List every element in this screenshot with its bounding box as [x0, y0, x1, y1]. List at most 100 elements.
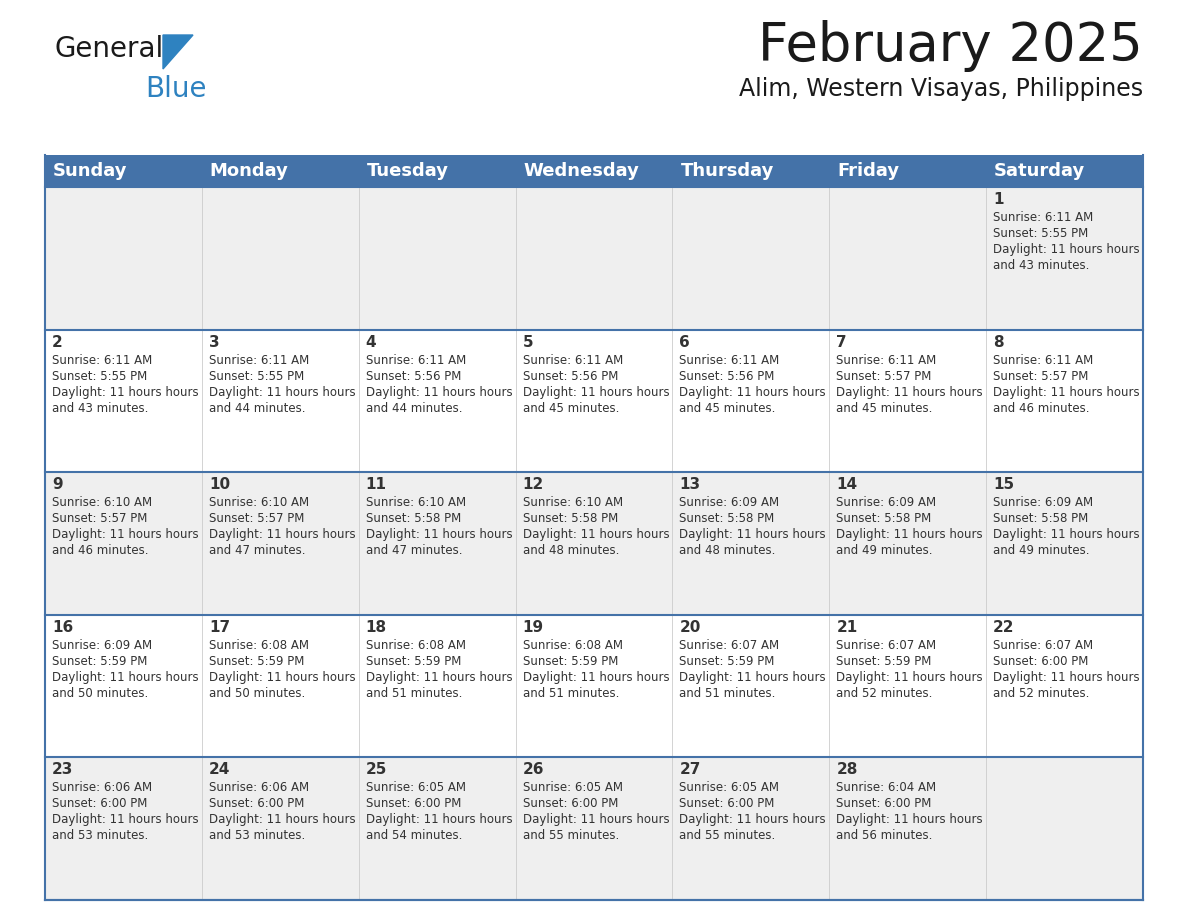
Text: Sunrise: 6:06 AM: Sunrise: 6:06 AM — [209, 781, 309, 794]
Text: 18: 18 — [366, 620, 387, 635]
Text: Daylight: 11 hours hours: Daylight: 11 hours hours — [680, 528, 826, 542]
Text: Daylight: 11 hours hours: Daylight: 11 hours hours — [523, 386, 669, 398]
Text: Sunset: 5:59 PM: Sunset: 5:59 PM — [523, 655, 618, 667]
Text: and 52 minutes.: and 52 minutes. — [836, 687, 933, 700]
Text: 15: 15 — [993, 477, 1015, 492]
Bar — [829, 155, 986, 187]
Text: Daylight: 11 hours hours: Daylight: 11 hours hours — [523, 528, 669, 542]
Text: 9: 9 — [52, 477, 63, 492]
Text: 27: 27 — [680, 763, 701, 778]
Bar — [45, 615, 1143, 757]
Text: Sunrise: 6:05 AM: Sunrise: 6:05 AM — [366, 781, 466, 794]
Text: Friday: Friday — [838, 162, 899, 180]
Text: Sunset: 5:59 PM: Sunset: 5:59 PM — [52, 655, 147, 667]
Text: and 45 minutes.: and 45 minutes. — [836, 401, 933, 415]
Text: 25: 25 — [366, 763, 387, 778]
Text: 13: 13 — [680, 477, 701, 492]
Text: Sunrise: 6:11 AM: Sunrise: 6:11 AM — [680, 353, 779, 366]
Text: and 50 minutes.: and 50 minutes. — [52, 687, 148, 700]
Text: Sunset: 5:59 PM: Sunset: 5:59 PM — [680, 655, 775, 667]
Text: Sunrise: 6:10 AM: Sunrise: 6:10 AM — [523, 497, 623, 509]
Text: 26: 26 — [523, 763, 544, 778]
Text: 5: 5 — [523, 334, 533, 350]
Text: Tuesday: Tuesday — [367, 162, 449, 180]
Text: Daylight: 11 hours hours: Daylight: 11 hours hours — [993, 386, 1139, 398]
Bar — [359, 155, 516, 187]
Text: Sunset: 5:58 PM: Sunset: 5:58 PM — [993, 512, 1088, 525]
Text: Sunrise: 6:09 AM: Sunrise: 6:09 AM — [836, 497, 936, 509]
Text: Daylight: 11 hours hours: Daylight: 11 hours hours — [836, 671, 982, 684]
Text: Daylight: 11 hours hours: Daylight: 11 hours hours — [209, 671, 355, 684]
Text: General: General — [55, 35, 164, 63]
Text: and 47 minutes.: and 47 minutes. — [209, 544, 305, 557]
Text: 21: 21 — [836, 620, 858, 635]
Text: Thursday: Thursday — [681, 162, 773, 180]
Text: Monday: Monday — [210, 162, 289, 180]
Text: Daylight: 11 hours hours: Daylight: 11 hours hours — [209, 528, 355, 542]
Text: Sunset: 5:55 PM: Sunset: 5:55 PM — [209, 370, 304, 383]
Text: Wednesday: Wednesday — [524, 162, 639, 180]
Text: Sunrise: 6:11 AM: Sunrise: 6:11 AM — [209, 353, 309, 366]
Text: Sunset: 6:00 PM: Sunset: 6:00 PM — [523, 798, 618, 811]
Text: Sunrise: 6:09 AM: Sunrise: 6:09 AM — [52, 639, 152, 652]
Text: and 45 minutes.: and 45 minutes. — [523, 401, 619, 415]
Bar — [45, 472, 1143, 615]
Text: 10: 10 — [209, 477, 230, 492]
Text: and 44 minutes.: and 44 minutes. — [366, 401, 462, 415]
Text: Sunset: 5:59 PM: Sunset: 5:59 PM — [836, 655, 931, 667]
Text: Sunrise: 6:05 AM: Sunrise: 6:05 AM — [523, 781, 623, 794]
Text: Daylight: 11 hours hours: Daylight: 11 hours hours — [209, 386, 355, 398]
Text: Daylight: 11 hours hours: Daylight: 11 hours hours — [52, 528, 198, 542]
Text: and 48 minutes.: and 48 minutes. — [680, 544, 776, 557]
Text: and 56 minutes.: and 56 minutes. — [836, 829, 933, 843]
Text: Sunset: 6:00 PM: Sunset: 6:00 PM — [209, 798, 304, 811]
Text: Daylight: 11 hours hours: Daylight: 11 hours hours — [836, 528, 982, 542]
Text: Sunrise: 6:05 AM: Sunrise: 6:05 AM — [680, 781, 779, 794]
Text: Sunrise: 6:11 AM: Sunrise: 6:11 AM — [993, 353, 1093, 366]
Bar — [45, 187, 1143, 330]
Bar — [45, 330, 1143, 472]
Text: Daylight: 11 hours hours: Daylight: 11 hours hours — [680, 386, 826, 398]
Text: Sunset: 5:57 PM: Sunset: 5:57 PM — [209, 512, 304, 525]
Bar — [672, 155, 829, 187]
Text: Sunrise: 6:11 AM: Sunrise: 6:11 AM — [366, 353, 466, 366]
Text: Daylight: 11 hours hours: Daylight: 11 hours hours — [836, 813, 982, 826]
Text: Daylight: 11 hours hours: Daylight: 11 hours hours — [680, 671, 826, 684]
Text: 7: 7 — [836, 334, 847, 350]
Text: 14: 14 — [836, 477, 858, 492]
Text: and 47 minutes.: and 47 minutes. — [366, 544, 462, 557]
Text: 11: 11 — [366, 477, 387, 492]
Text: Daylight: 11 hours hours: Daylight: 11 hours hours — [366, 671, 512, 684]
Text: and 55 minutes.: and 55 minutes. — [523, 829, 619, 843]
Text: Sunrise: 6:09 AM: Sunrise: 6:09 AM — [993, 497, 1093, 509]
Text: Sunset: 6:00 PM: Sunset: 6:00 PM — [52, 798, 147, 811]
Text: Sunset: 5:58 PM: Sunset: 5:58 PM — [523, 512, 618, 525]
Text: 3: 3 — [209, 334, 220, 350]
Text: Sunrise: 6:11 AM: Sunrise: 6:11 AM — [836, 353, 936, 366]
Text: Sunrise: 6:11 AM: Sunrise: 6:11 AM — [993, 211, 1093, 224]
Text: and 55 minutes.: and 55 minutes. — [680, 829, 776, 843]
Bar — [516, 155, 672, 187]
Text: and 44 minutes.: and 44 minutes. — [209, 401, 305, 415]
Text: 17: 17 — [209, 620, 230, 635]
Text: and 53 minutes.: and 53 minutes. — [209, 829, 305, 843]
Text: and 48 minutes.: and 48 minutes. — [523, 544, 619, 557]
Text: Daylight: 11 hours hours: Daylight: 11 hours hours — [993, 671, 1139, 684]
Bar — [45, 757, 1143, 900]
Text: and 46 minutes.: and 46 minutes. — [52, 544, 148, 557]
Text: Alim, Western Visayas, Philippines: Alim, Western Visayas, Philippines — [739, 77, 1143, 101]
Text: and 49 minutes.: and 49 minutes. — [993, 544, 1089, 557]
Text: Daylight: 11 hours hours: Daylight: 11 hours hours — [52, 671, 198, 684]
Text: and 54 minutes.: and 54 minutes. — [366, 829, 462, 843]
Text: Daylight: 11 hours hours: Daylight: 11 hours hours — [523, 813, 669, 826]
Text: Daylight: 11 hours hours: Daylight: 11 hours hours — [366, 528, 512, 542]
Text: 20: 20 — [680, 620, 701, 635]
Text: Sunset: 5:59 PM: Sunset: 5:59 PM — [366, 655, 461, 667]
Text: Daylight: 11 hours hours: Daylight: 11 hours hours — [836, 386, 982, 398]
Text: Sunrise: 6:06 AM: Sunrise: 6:06 AM — [52, 781, 152, 794]
Text: Sunrise: 6:07 AM: Sunrise: 6:07 AM — [993, 639, 1093, 652]
Text: Sunset: 5:56 PM: Sunset: 5:56 PM — [680, 370, 775, 383]
Text: Blue: Blue — [145, 75, 207, 103]
Text: Sunset: 6:00 PM: Sunset: 6:00 PM — [993, 655, 1088, 667]
Text: Sunrise: 6:10 AM: Sunrise: 6:10 AM — [366, 497, 466, 509]
